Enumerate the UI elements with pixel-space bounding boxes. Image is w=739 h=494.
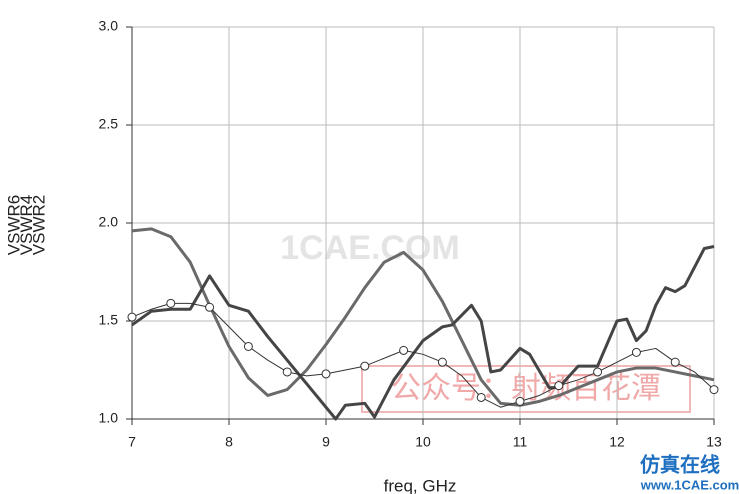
y-tick-label: 3.0	[99, 18, 119, 34]
x-tick-label: 11	[513, 434, 528, 450]
marker	[166, 298, 176, 308]
marker	[205, 302, 215, 312]
marker	[670, 357, 680, 367]
marker	[127, 312, 137, 322]
series-line	[131, 227, 715, 407]
y-axis-label: VSWR4	[17, 195, 36, 255]
marker	[399, 345, 409, 355]
x-tick-label: 12	[609, 434, 625, 450]
marker	[282, 367, 292, 377]
watermark: 仿真在线	[640, 452, 720, 476]
x-tick-label: 8	[225, 434, 233, 450]
x-tick-label: 13	[706, 434, 722, 450]
marker	[476, 392, 486, 402]
x-tick-label: 9	[322, 434, 330, 450]
y-tick-label: 1.0	[99, 410, 119, 426]
series-line	[131, 245, 715, 421]
watermark: www.1CAE.com	[640, 477, 739, 492]
marker	[360, 361, 370, 371]
marker	[243, 341, 253, 351]
marker	[709, 385, 719, 395]
marker	[515, 396, 525, 406]
watermark-box	[361, 365, 691, 413]
x-axis-label: freq, GHz	[384, 476, 457, 494]
x-tick-label: 7	[128, 434, 136, 450]
series-line	[131, 302, 715, 408]
marker	[593, 367, 603, 377]
y-axis-label: VSWR2	[29, 195, 48, 255]
marker	[437, 357, 447, 367]
marker	[554, 381, 564, 391]
marker	[631, 347, 641, 357]
y-axis-label: VSWR6	[4, 195, 23, 255]
marker	[321, 369, 331, 379]
y-tick-label: 2.5	[99, 116, 119, 132]
y-tick-label: 2.0	[99, 214, 119, 230]
y-tick-label: 1.5	[99, 312, 119, 328]
x-tick-label: 10	[415, 434, 431, 450]
watermark: 1CAE.COM	[280, 229, 459, 267]
